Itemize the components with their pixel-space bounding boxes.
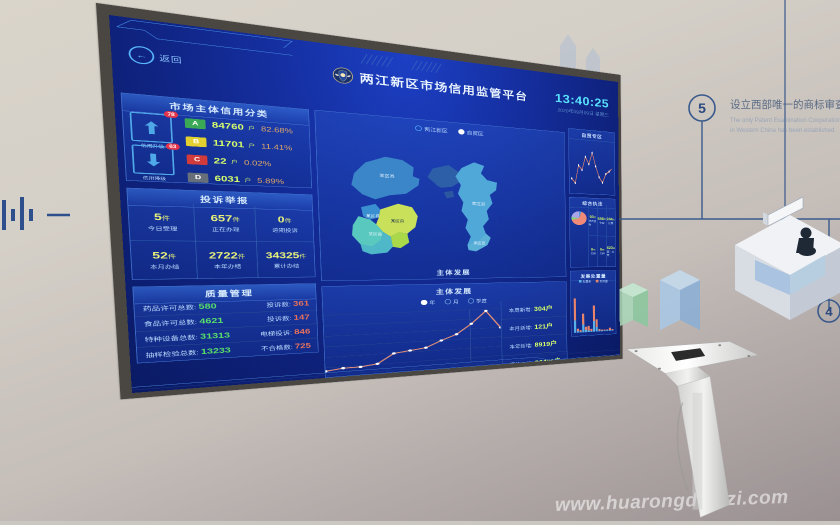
- svg-text:某区县: 某区县: [366, 214, 380, 219]
- svg-text:某区县: 某区县: [391, 219, 405, 224]
- svg-text:in Western China has been esta: in Western China has been established.: [730, 128, 836, 134]
- svg-text:某区县: 某区县: [473, 241, 485, 245]
- svg-text:某区县: 某区县: [368, 232, 382, 237]
- svg-text:4: 4: [825, 304, 833, 319]
- svg-text:5: 5: [698, 100, 706, 116]
- svg-text:某区县: 某区县: [472, 201, 486, 206]
